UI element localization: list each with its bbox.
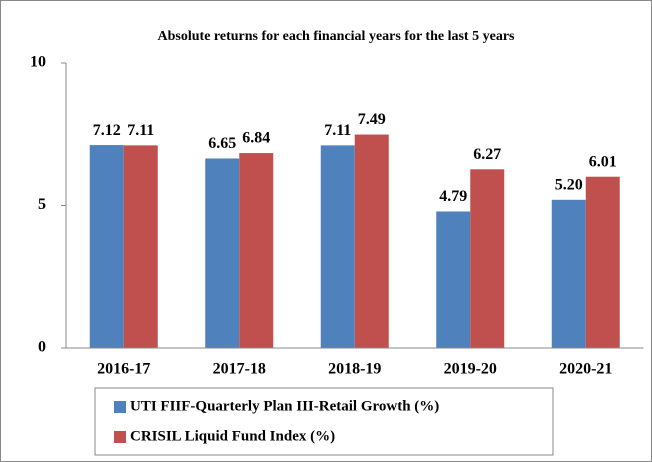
legend-swatch: [114, 431, 126, 443]
bar: [205, 158, 240, 348]
x-tick-label: 2016-17: [97, 361, 150, 378]
bar: [470, 169, 505, 348]
x-tick-label: 2017-18: [213, 361, 266, 378]
bar: [89, 145, 124, 348]
data-label: 7.12: [93, 122, 121, 139]
bar: [239, 153, 274, 348]
bar: [320, 145, 355, 348]
bar: [354, 134, 389, 348]
chart-title: Absolute returns for each financial year…: [158, 29, 516, 44]
y-tick-label: 10: [30, 54, 46, 71]
x-tick-label: 2018-19: [328, 361, 381, 378]
y-tick-label: 0: [38, 339, 46, 356]
bar: [123, 145, 158, 348]
data-label: 7.11: [324, 122, 351, 139]
legend-swatch: [114, 401, 126, 413]
data-label: 7.49: [358, 111, 386, 128]
bar: [585, 176, 620, 348]
data-label: 6.84: [242, 130, 270, 147]
bar: [551, 199, 586, 348]
data-label: 5.20: [555, 176, 583, 193]
data-label: 6.27: [473, 146, 501, 163]
legend-label: CRISIL Liquid Fund Index (%): [130, 428, 335, 444]
x-tick-label: 2019-20: [444, 361, 497, 378]
x-tick-label: 2020-21: [559, 361, 612, 378]
data-label: 7.11: [127, 122, 154, 139]
data-label: 6.01: [589, 153, 617, 170]
legend-box: [94, 387, 554, 456]
legend-label: UTI FIIF-Quarterly Plan III-Retail Growt…: [130, 398, 439, 414]
y-tick-label: 5: [38, 196, 46, 213]
bar: [436, 211, 471, 348]
data-label: 4.79: [439, 188, 467, 205]
data-label: 6.65: [208, 135, 236, 152]
